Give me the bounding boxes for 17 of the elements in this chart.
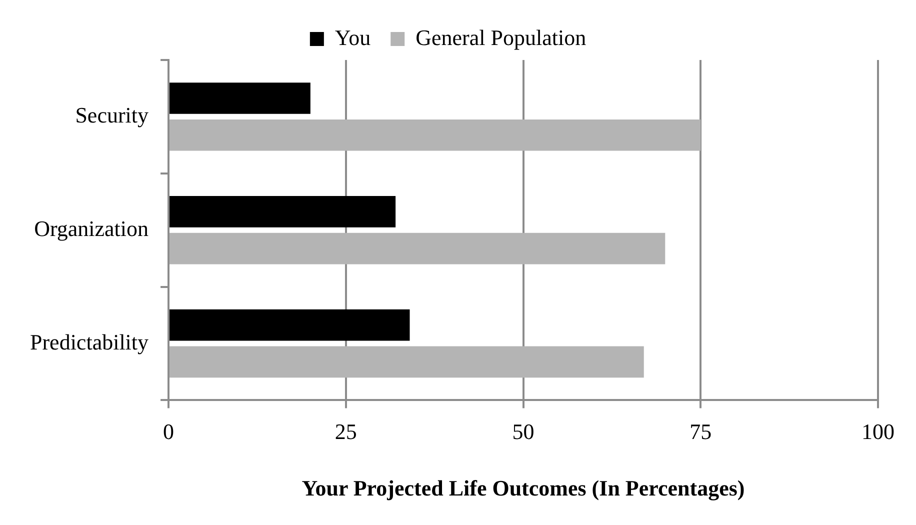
x-tick-label: 75 (690, 419, 712, 444)
legend-label: General Population (416, 24, 586, 50)
y-tick-label: Security (75, 102, 149, 128)
x-axis-title: Your Projected Life Outcomes (In Percentages) (302, 475, 745, 500)
bar (170, 309, 410, 341)
x-tick-label: 0 (163, 419, 174, 444)
bar (170, 82, 310, 114)
bar (170, 232, 666, 264)
bar (170, 119, 701, 151)
bar (170, 196, 396, 228)
legend-label: You (334, 24, 371, 50)
y-tick-label: Predictability (30, 329, 149, 354)
bar (170, 346, 644, 378)
x-tick-label: 25 (334, 419, 357, 444)
x-tick-label: 50 (512, 419, 534, 444)
x-tick-label: 100 (862, 419, 894, 444)
y-tick-label: Organization (34, 216, 149, 241)
